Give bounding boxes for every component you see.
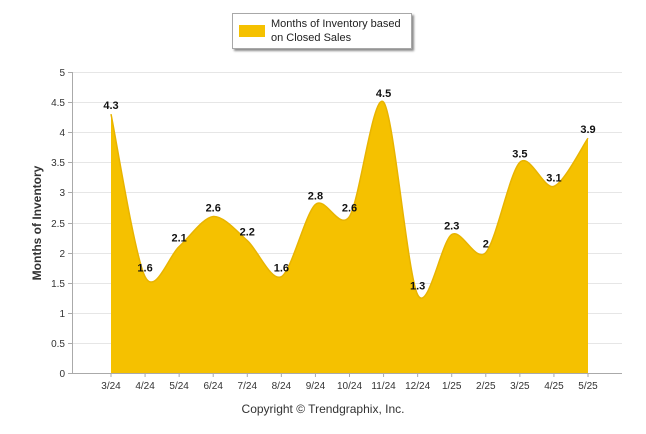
data-label: 4.5: [376, 88, 391, 100]
y-tick-label: 2.5: [51, 219, 65, 230]
x-tick-label: 1/25: [442, 381, 462, 392]
x-tick-label: 10/24: [337, 381, 362, 392]
x-tick-label: 6/24: [203, 381, 223, 392]
x-tick-label: 3/25: [510, 381, 530, 392]
x-tick-label: 8/24: [272, 381, 292, 392]
y-axis-title: Months of Inventory: [30, 165, 44, 281]
legend-swatch: [239, 25, 265, 37]
y-tick-label: 3: [59, 188, 65, 199]
data-label: 2.8: [308, 190, 323, 202]
x-tick-label: 4/24: [135, 381, 155, 392]
data-label: 2.3: [444, 221, 459, 233]
data-label: 1.6: [137, 263, 152, 275]
x-tick-label: 9/24: [306, 381, 326, 392]
data-label: 2: [483, 239, 489, 251]
y-tick-label: 1: [59, 309, 65, 320]
data-label: 3.5: [512, 148, 527, 160]
y-tick-label: 3.5: [51, 158, 65, 169]
y-tick-label: 4.5: [51, 98, 65, 109]
y-tick-label: 2: [59, 249, 65, 260]
legend: Months of Inventory based on Closed Sale…: [232, 13, 412, 49]
x-tick-label: 4/25: [544, 381, 564, 392]
legend-label: Months of Inventory based on Closed Sale…: [271, 18, 401, 44]
y-tick-label: 1.5: [51, 279, 65, 290]
data-label: 4.3: [103, 100, 118, 112]
x-tick-label: 5/25: [578, 381, 598, 392]
data-label: 1.3: [410, 281, 425, 293]
x-tick-label: 7/24: [238, 381, 258, 392]
data-label: 3.9: [580, 124, 595, 136]
y-tick-label: 0: [59, 369, 65, 380]
data-label: 2.2: [240, 227, 255, 239]
series-line: [110, 100, 589, 299]
x-tick-label: 12/24: [405, 381, 430, 392]
y-tick-label: 5: [59, 68, 65, 79]
x-tick-label: 5/24: [169, 381, 189, 392]
copyright-footer: Copyright © Trendgraphix, Inc.: [241, 402, 405, 416]
series-area: [111, 101, 588, 373]
data-label: 2.6: [342, 202, 357, 214]
y-tick-label: 4: [59, 128, 65, 139]
data-label: 3.1: [546, 172, 561, 184]
data-label: 2.6: [206, 202, 221, 214]
y-tick-label: 0.5: [51, 339, 65, 350]
x-tick-label: 11/24: [371, 381, 396, 392]
data-label: 2.1: [171, 233, 186, 245]
x-tick-label: 2/25: [476, 381, 496, 392]
x-tick-label: 3/24: [101, 381, 121, 392]
data-label: 1.6: [274, 263, 289, 275]
